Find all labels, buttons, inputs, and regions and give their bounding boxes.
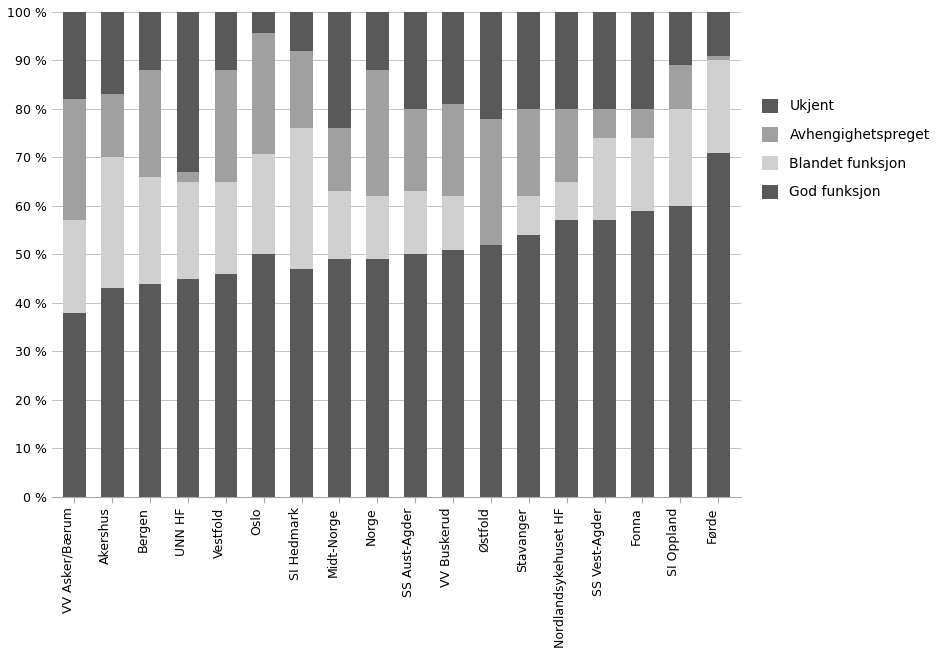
Bar xyxy=(329,191,351,259)
Bar xyxy=(252,33,275,155)
Bar xyxy=(63,221,86,312)
Bar xyxy=(177,12,199,172)
Bar xyxy=(555,12,578,109)
Bar xyxy=(593,138,615,221)
Bar xyxy=(669,109,692,206)
Bar xyxy=(329,12,351,128)
Bar xyxy=(669,206,692,497)
Bar xyxy=(442,196,464,250)
Bar xyxy=(517,12,540,109)
Bar xyxy=(63,12,86,100)
Bar xyxy=(593,12,615,109)
Bar xyxy=(442,250,464,497)
Bar xyxy=(290,128,313,269)
Bar xyxy=(139,70,161,177)
Bar xyxy=(101,12,124,94)
Bar xyxy=(480,119,502,245)
Bar xyxy=(214,181,237,274)
Bar xyxy=(404,109,427,191)
Bar xyxy=(290,50,313,128)
Bar xyxy=(631,138,654,211)
Bar xyxy=(669,66,692,109)
Bar xyxy=(517,235,540,497)
Bar xyxy=(517,109,540,196)
Bar xyxy=(252,254,275,497)
Bar xyxy=(366,259,389,497)
Bar xyxy=(101,94,124,157)
Bar xyxy=(631,12,654,109)
Bar xyxy=(139,177,161,284)
Bar xyxy=(555,181,578,221)
Bar xyxy=(707,153,730,497)
Bar xyxy=(404,191,427,254)
Bar xyxy=(290,269,313,497)
Bar xyxy=(177,278,199,497)
Bar xyxy=(555,109,578,181)
Bar xyxy=(517,196,540,235)
Legend: Ukjent, Avhengighetspreget, Blandet funksjon, God funksjon: Ukjent, Avhengighetspreget, Blandet funk… xyxy=(754,92,936,206)
Bar xyxy=(177,181,199,278)
Bar xyxy=(214,274,237,497)
Bar xyxy=(366,12,389,70)
Bar xyxy=(252,12,275,33)
Bar xyxy=(139,12,161,70)
Bar xyxy=(177,172,199,181)
Bar xyxy=(214,12,237,70)
Bar xyxy=(290,12,313,50)
Bar xyxy=(631,211,654,497)
Bar xyxy=(480,12,502,119)
Bar xyxy=(366,196,389,259)
Bar xyxy=(329,259,351,497)
Bar xyxy=(707,56,730,60)
Bar xyxy=(101,288,124,497)
Bar xyxy=(214,70,237,181)
Bar xyxy=(555,221,578,497)
Bar xyxy=(442,104,464,196)
Bar xyxy=(404,254,427,497)
Bar xyxy=(480,245,502,497)
Bar xyxy=(442,12,464,104)
Bar xyxy=(593,109,615,138)
Bar xyxy=(707,60,730,153)
Bar xyxy=(631,109,654,138)
Bar xyxy=(366,70,389,196)
Bar xyxy=(669,12,692,66)
Bar xyxy=(329,128,351,191)
Bar xyxy=(404,12,427,109)
Bar xyxy=(593,221,615,497)
Bar xyxy=(139,284,161,497)
Bar xyxy=(101,157,124,288)
Bar xyxy=(252,155,275,254)
Bar xyxy=(63,312,86,497)
Bar xyxy=(707,12,730,56)
Bar xyxy=(63,100,86,221)
